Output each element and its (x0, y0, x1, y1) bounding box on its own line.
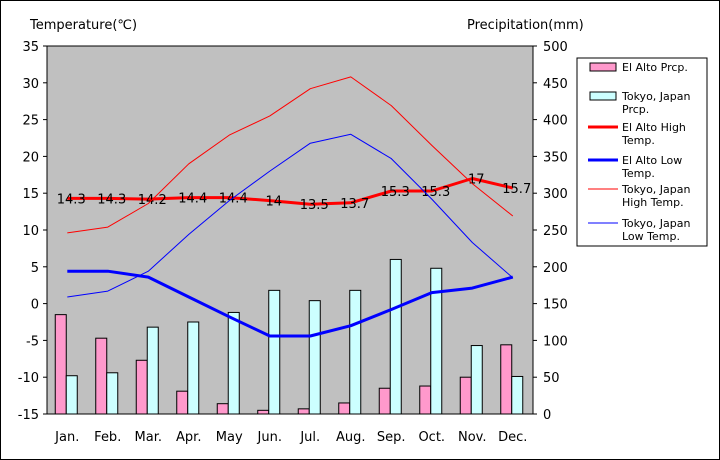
bar-el-alto-prcp (459, 376, 472, 415)
right-tick-label: 250 (543, 224, 568, 239)
legend-label: Tokyo, Japan (621, 217, 690, 230)
legend-label: Tokyo, Japan (621, 183, 690, 196)
legend-label: Temp. (621, 167, 655, 180)
bar-tokyo-prcp (470, 345, 483, 415)
bar-el-alto-prcp (216, 403, 229, 415)
data-label: 14.4 (178, 192, 207, 207)
left-tick-label: 25 (22, 114, 39, 129)
bar-tokyo-prcp (308, 300, 321, 415)
legend-box (576, 57, 708, 247)
x-tick-label: Apr. (176, 430, 201, 445)
x-tick-label: Jan. (54, 430, 79, 445)
legend-swatch (589, 62, 617, 72)
line-series-1 (67, 269, 514, 338)
x-tick-label: Sep. (377, 430, 406, 445)
legend-label: El Alto Low (622, 154, 682, 167)
right-tick-label: 0 (543, 408, 551, 423)
left-tick-label: -15 (18, 408, 39, 423)
x-tick-label: Jun. (257, 430, 282, 445)
bar-el-alto-prcp (257, 409, 270, 415)
plot-area (46, 45, 534, 415)
x-tick-label: Dec. (498, 430, 527, 445)
legend-label: Tokyo, Japan (621, 90, 690, 103)
left-tick-label: -10 (18, 371, 39, 386)
legend-label: High Temp. (622, 196, 684, 209)
x-tick-label: Jul. (299, 430, 320, 445)
bar-el-alto-prcp (95, 337, 108, 415)
x-tick-label: Feb. (94, 430, 121, 445)
data-label: 13.5 (300, 198, 329, 213)
data-label: 13.7 (340, 197, 369, 212)
right-tick-label: 450 (543, 77, 568, 92)
bar-tokyo-prcp (511, 375, 524, 415)
right-tick-label: 300 (543, 187, 568, 202)
right-tick-label: 150 (543, 298, 568, 313)
left-tick-label: -5 (26, 334, 39, 349)
legend-label: El Alto Prcp. (622, 61, 688, 74)
line-series-2 (67, 76, 514, 234)
legend-swatch (589, 91, 617, 101)
bar-tokyo-prcp (106, 372, 119, 415)
data-label: 14.3 (97, 192, 126, 207)
legend-label: El Alto High (622, 121, 686, 134)
legend-label: Low Temp. (622, 230, 680, 243)
x-tick-label: Oct. (418, 430, 445, 445)
x-tick-label: Nov. (458, 430, 487, 445)
x-tick-label: May (216, 430, 243, 445)
bar-tokyo-prcp (187, 321, 200, 415)
bar-el-alto-prcp (176, 390, 189, 415)
bar-tokyo-prcp (349, 289, 362, 415)
data-label: 14.2 (138, 193, 167, 208)
bar-el-alto-prcp (378, 387, 391, 415)
left-tick-label: 10 (22, 224, 39, 239)
bar-tokyo-prcp (146, 326, 159, 415)
legend-label: Temp. (621, 134, 655, 147)
data-label: 14.4 (219, 192, 248, 207)
bar-tokyo-prcp (430, 267, 443, 415)
bar-tokyo-prcp (227, 311, 240, 415)
right-tick-label: 400 (543, 114, 568, 129)
data-label: 15.7 (502, 182, 531, 197)
left-tick-label: 0 (31, 298, 39, 313)
data-label: 15.3 (381, 185, 410, 200)
right-tick-label: 500 (543, 40, 568, 55)
right-tick-label: 200 (543, 261, 568, 276)
left-tick-label: 30 (22, 77, 39, 92)
left-axis-title: Temperature(℃) (29, 18, 137, 33)
right-axis-title: Precipitation(mm) (467, 18, 584, 33)
line-series-0 (67, 177, 514, 206)
bar-el-alto-prcp (135, 359, 148, 415)
left-tick-label: 20 (22, 150, 39, 165)
right-tick-label: 50 (543, 371, 560, 386)
legend-label: Prcp. (622, 103, 649, 116)
bar-el-alto-prcp (54, 314, 67, 415)
data-label: 14 (265, 195, 282, 210)
data-label: 14.3 (57, 192, 86, 207)
data-label: 17 (468, 172, 485, 187)
bar-tokyo-prcp (268, 289, 281, 415)
left-tick-label: 15 (22, 187, 39, 202)
right-tick-label: 350 (543, 150, 568, 165)
bar-el-alto-prcp (500, 344, 513, 415)
left-tick-label: 35 (22, 40, 39, 55)
bar-tokyo-prcp (389, 258, 402, 415)
bar-el-alto-prcp (297, 408, 310, 415)
bar-el-alto-prcp (338, 402, 351, 415)
right-tick-label: 100 (543, 334, 568, 349)
bar-tokyo-prcp (65, 375, 78, 415)
left-tick-label: 5 (31, 261, 39, 276)
x-tick-label: Mar. (135, 430, 162, 445)
line-series-3 (67, 133, 514, 298)
bar-el-alto-prcp (419, 385, 432, 415)
x-tick-label: Aug. (336, 430, 366, 445)
